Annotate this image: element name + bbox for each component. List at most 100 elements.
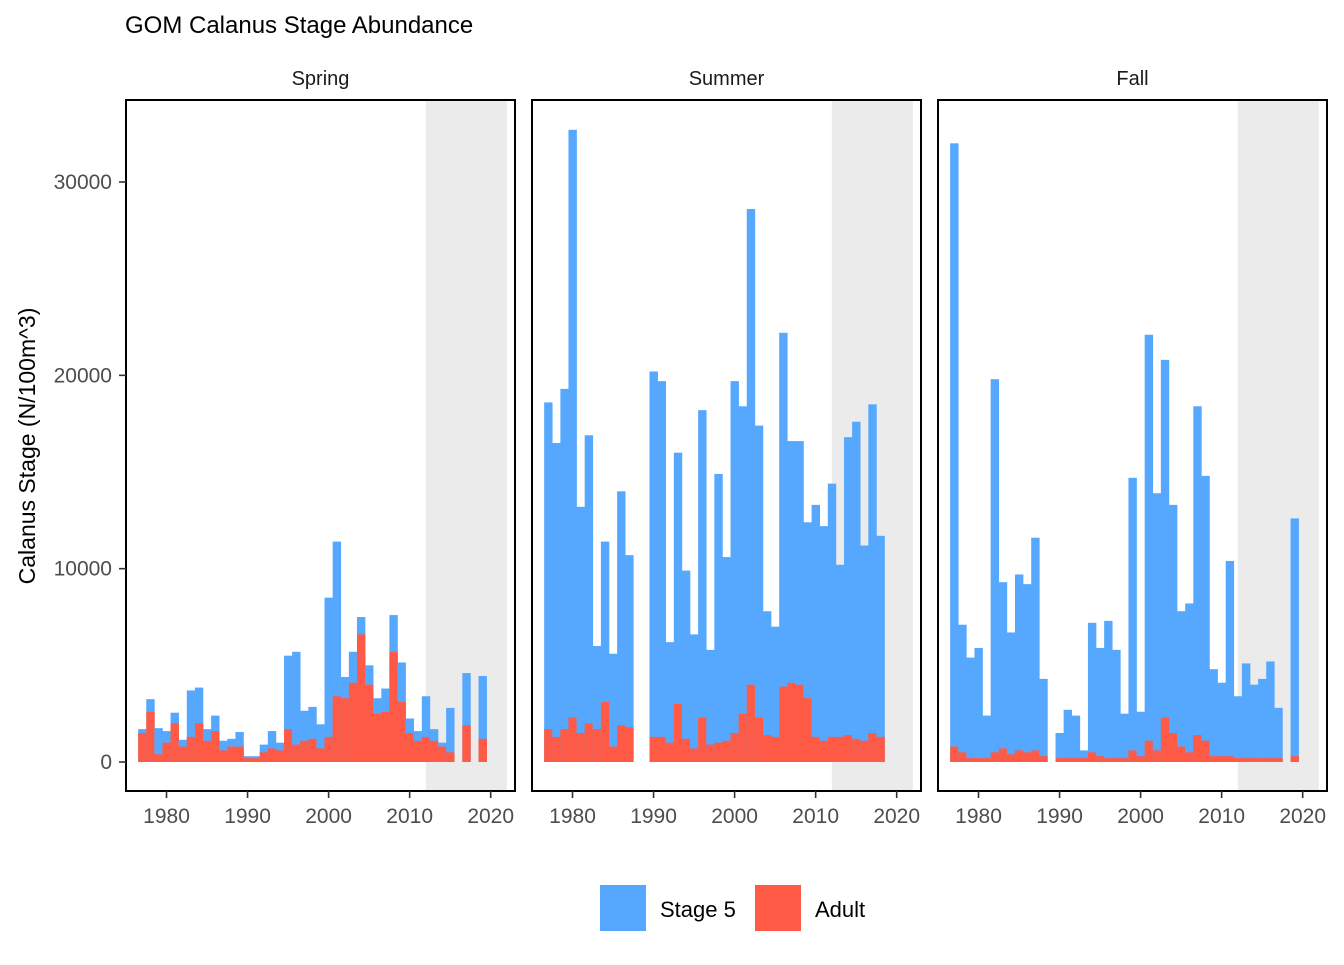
bar-adult (576, 733, 585, 762)
bar-adult (1087, 752, 1097, 762)
bar-stage5 (803, 522, 812, 762)
bar-adult (950, 746, 959, 762)
bar-adult (146, 711, 155, 762)
x-tick-label: 1990 (224, 805, 271, 828)
bar-stage5 (1250, 684, 1259, 762)
y-tick-label: 20000 (54, 364, 112, 387)
bar-adult (340, 698, 350, 762)
bar-adult (625, 727, 634, 762)
x-tick-label: 1980 (955, 805, 1002, 828)
x-tick-label: 1980 (549, 805, 596, 828)
y-tick-label: 30000 (54, 171, 112, 194)
bar-adult (803, 698, 812, 762)
bar-adult (657, 736, 667, 762)
bar-adult (982, 758, 991, 762)
bar-adult (1144, 740, 1154, 762)
bar-stage5 (617, 491, 626, 762)
bar-stage5 (316, 724, 325, 762)
bar-stage5 (1241, 663, 1251, 762)
bar-stage5 (1128, 477, 1137, 762)
bar-stage5 (1014, 574, 1024, 762)
panel-fall: Fall 1980 1990 2000 2010 2020 (937, 68, 1328, 828)
bar-adult (332, 696, 342, 762)
legend-label-stage5: Stage 5 (660, 897, 736, 922)
bar-stage5 (608, 653, 618, 762)
legend-swatch-stage5 (600, 885, 646, 931)
bar-adult (608, 746, 618, 762)
bar-adult (1193, 734, 1202, 762)
bar-adult (1185, 752, 1194, 762)
bar-stage5 (324, 597, 333, 762)
bar-adult (227, 746, 236, 762)
x-tick-label: 2000 (711, 805, 758, 828)
bar-stage5 (738, 406, 748, 762)
bar-adult (1152, 750, 1162, 762)
bar-adult (1120, 758, 1129, 762)
bar-adult (1233, 758, 1243, 762)
bar-stage5 (1185, 603, 1194, 762)
bar-adult (1112, 758, 1121, 762)
bar-adult (762, 734, 772, 762)
bar-stage5 (714, 473, 723, 762)
bar-adult (1241, 758, 1251, 762)
bar-adult (405, 733, 414, 762)
bar-adult (787, 682, 796, 762)
bar-adult (348, 682, 358, 762)
bar-adult (835, 736, 845, 762)
bar-adult (1201, 740, 1210, 762)
bar-adult (1071, 758, 1081, 762)
bar-adult (1160, 717, 1170, 762)
bar-adult (462, 725, 471, 762)
bar-stage5 (1055, 733, 1064, 762)
bar-adult (186, 736, 196, 762)
bar-adult (389, 651, 398, 762)
bar-adult (194, 723, 204, 762)
panel-border (937, 99, 1328, 792)
bar-adult (771, 736, 780, 762)
bar-adult (844, 734, 853, 762)
bar-stage5 (292, 651, 301, 762)
panel-strip-label: Summer (689, 68, 765, 90)
bar-adult (860, 740, 869, 762)
bar-stage5 (771, 626, 780, 762)
bar-adult (324, 736, 333, 762)
bar-stage5 (779, 332, 788, 762)
legend-swatch-adult (755, 885, 801, 931)
bar-adult (746, 684, 756, 762)
bar-adult (1039, 756, 1048, 762)
bar-adult (852, 738, 861, 762)
bar-stage5 (1209, 669, 1218, 762)
bar-stage5 (1152, 493, 1162, 762)
bar-stage5 (625, 555, 634, 762)
bar-stage5 (657, 381, 667, 762)
panel-spring: Spring 1980 1990 2000 2010 2020 0 10000 20000 300… (54, 68, 516, 828)
bar-stage5 (284, 655, 293, 762)
x-tick-label: 2000 (1117, 805, 1164, 828)
bar-stage5 (300, 710, 309, 762)
bar-stage5 (787, 441, 796, 762)
bar-stage5 (811, 504, 820, 762)
x-tick-label: 2010 (792, 805, 839, 828)
bar-adult (1104, 758, 1113, 762)
bar-stage5 (852, 421, 861, 762)
bar-adult (397, 702, 406, 762)
bar-adult (974, 758, 983, 762)
bar-adult (170, 723, 179, 762)
shaded-period-band (1237, 100, 1319, 791)
panel-strip-label: Spring (292, 68, 350, 90)
bar-stage5 (958, 624, 967, 762)
bar-stage5 (649, 371, 658, 762)
bar-adult (138, 733, 147, 762)
bar-adult (413, 740, 423, 762)
bar-adult (1006, 754, 1016, 762)
bar-adult (876, 736, 885, 762)
x-tick-label: 2000 (305, 805, 352, 828)
bar-adult (154, 754, 163, 762)
bar-stage5 (1079, 750, 1089, 762)
bar-stage5 (446, 707, 455, 762)
bar-adult (292, 744, 301, 762)
bar-adult (1209, 756, 1218, 762)
bar-stage5 (1225, 560, 1235, 762)
bar-adult (1055, 758, 1064, 762)
bar-stage5 (835, 564, 845, 762)
